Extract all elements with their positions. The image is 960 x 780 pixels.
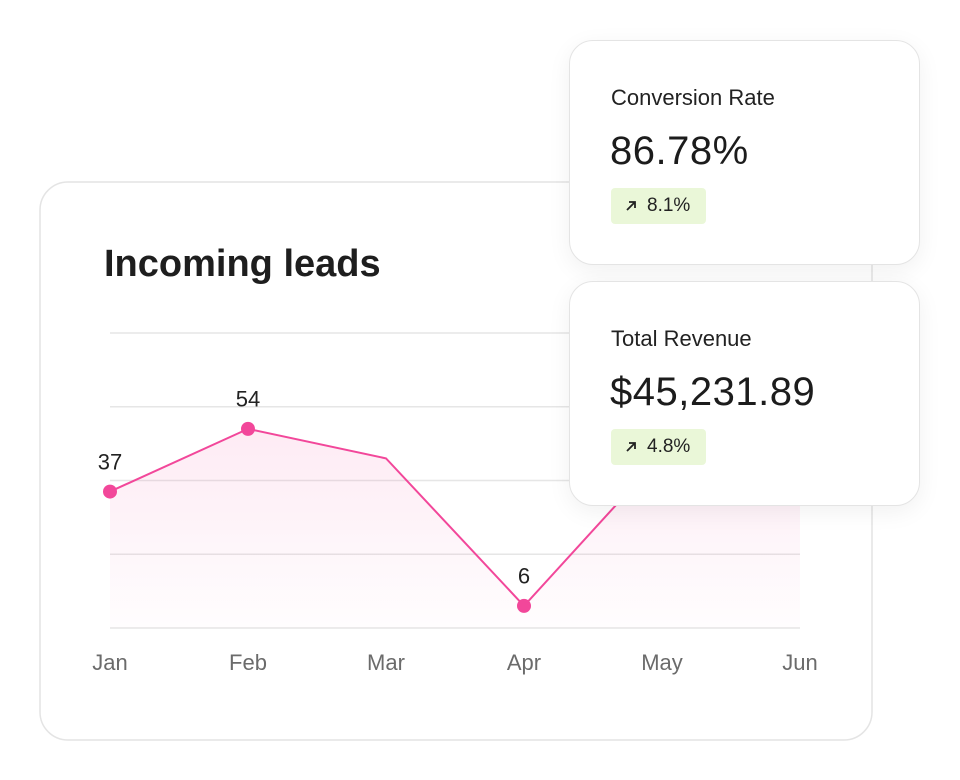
x-tick-label: May — [641, 650, 683, 675]
metric-title: Conversion Rate — [611, 85, 775, 110]
point — [241, 421, 255, 436]
x-tick-label: Jan — [92, 650, 127, 675]
metric-value: 86.78% — [610, 129, 749, 173]
x-tick-label: Apr — [507, 650, 541, 675]
x-tick-label: Feb — [229, 650, 267, 675]
x-tick-label: Mar — [367, 650, 405, 675]
area — [110, 406, 800, 628]
metric-card: Total Revenue $45,231.89 4.8% — [569, 281, 920, 506]
x-tick-label: Jun — [782, 650, 817, 675]
metric-title: Total Revenue — [611, 326, 752, 351]
change-badge: 4.8% — [611, 429, 707, 465]
point — [103, 484, 117, 499]
change-badge: 8.1% — [611, 188, 707, 224]
data-label: 54 — [236, 387, 260, 412]
arrow-icon — [626, 201, 636, 211]
chart-title: Incoming leads — [104, 243, 381, 285]
data-label: 6 — [518, 564, 530, 589]
point — [517, 598, 531, 613]
change-value: 4.8% — [647, 436, 691, 457]
data-label: 37 — [98, 449, 122, 474]
metric-value: $45,231.89 — [610, 370, 816, 414]
change-value: 8.1% — [647, 195, 691, 216]
metric-card: Conversion Rate 86.78% 8.1% — [569, 40, 920, 265]
arrow-icon — [626, 442, 636, 452]
